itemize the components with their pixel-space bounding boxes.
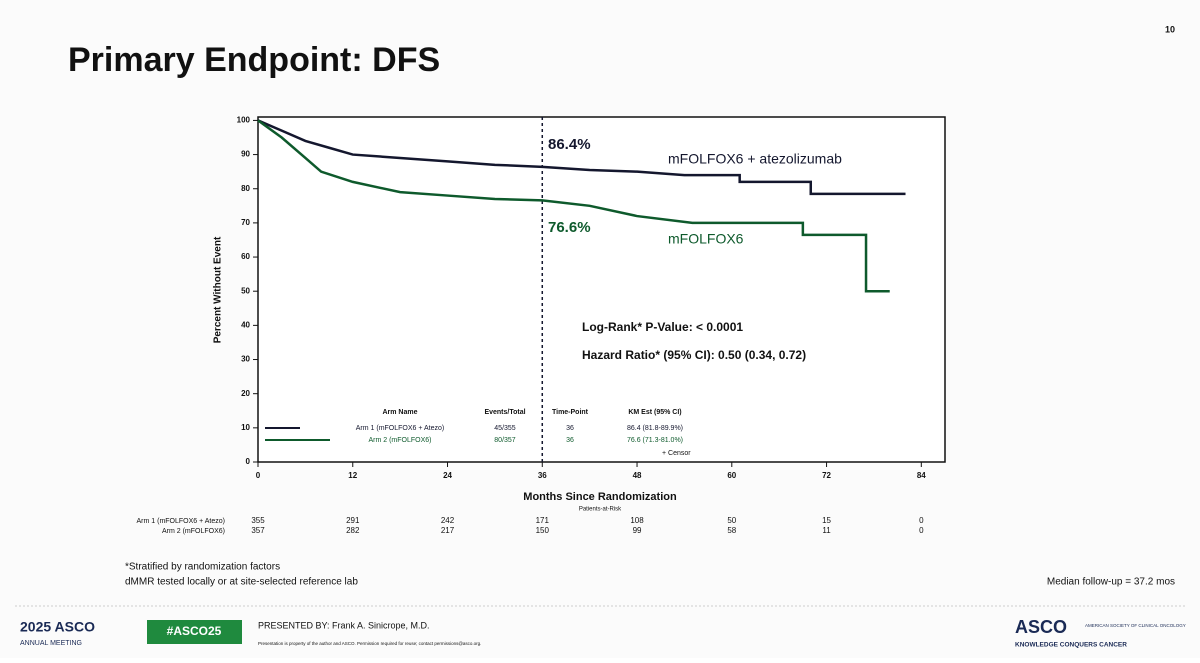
legend-header: KM Est (95% CI) xyxy=(628,409,681,416)
x-tick-label: 12 xyxy=(348,471,357,480)
x-tick-label: 36 xyxy=(538,471,547,480)
risk-row-name: Arm 1 (mFOLFOX6 + Atezo) xyxy=(137,518,226,525)
annotation: 86.4% xyxy=(548,136,591,153)
risk-count: 99 xyxy=(633,526,642,535)
legend-cell: 80/357 xyxy=(494,437,516,444)
risk-count: 217 xyxy=(441,526,455,535)
x-tick-label: 0 xyxy=(256,471,261,480)
risk-count: 108 xyxy=(630,516,644,525)
x-tick-label: 84 xyxy=(917,471,926,480)
tagline: KNOWLEDGE CONQUERS CANCER xyxy=(1015,642,1127,649)
legend-header: Events/Total xyxy=(484,409,525,416)
annotation: mFOLFOX6 + atezolizumab xyxy=(668,151,842,167)
page-number: 10 xyxy=(1165,24,1175,34)
x-axis-label: Months Since Randomization xyxy=(523,491,677,503)
risk-count: 355 xyxy=(251,516,265,525)
footnote: dMMR tested locally or at site-selected … xyxy=(125,577,358,588)
y-tick-label: 50 xyxy=(241,286,250,295)
y-tick-label: 30 xyxy=(241,355,250,364)
legend-cell: 76.6 (71.3-81.0%) xyxy=(627,437,683,444)
legend-header: Time-Point xyxy=(552,409,589,416)
km-curve xyxy=(257,119,890,293)
meeting-year: 2025 ASCO xyxy=(20,619,95,635)
risk-title: Patients-at-Risk xyxy=(579,507,622,513)
legend-name: Arm 1 (mFOLFOX6 + Atezo) xyxy=(356,425,445,432)
meeting-name: ANNUAL MEETING xyxy=(20,640,82,647)
risk-count: 291 xyxy=(346,516,360,525)
notice: Presentation is property of the author a… xyxy=(258,641,481,646)
footnote: *Stratified by randomization factors xyxy=(125,562,280,573)
legend-cell: 36 xyxy=(566,425,574,432)
y-tick-label: 60 xyxy=(241,252,250,261)
risk-count: 171 xyxy=(536,516,550,525)
legend-cell: 86.4 (81.8-89.9%) xyxy=(627,425,683,432)
x-tick-label: 72 xyxy=(822,471,831,480)
annotation: Log-Rank* P-Value: < 0.0001 xyxy=(582,320,743,334)
risk-count: 0 xyxy=(919,516,924,525)
hashtag: #ASCO25 xyxy=(167,624,222,638)
legend-cell: 36 xyxy=(566,437,574,444)
risk-count: 282 xyxy=(346,526,360,535)
y-tick-label: 90 xyxy=(241,150,250,159)
risk-count: 11 xyxy=(822,526,831,535)
censor-note: + Censor xyxy=(662,450,691,457)
legend-header: Arm Name xyxy=(382,409,417,416)
legend-cell: 45/355 xyxy=(494,425,516,432)
y-tick-label: 40 xyxy=(241,320,250,329)
risk-count: 357 xyxy=(251,526,265,535)
risk-count: 150 xyxy=(536,526,550,535)
y-tick-label: 20 xyxy=(241,389,250,398)
y-tick-label: 10 xyxy=(241,423,250,432)
median-follow-up: Median follow-up = 37.2 mos xyxy=(1047,577,1175,588)
hashtag-badge xyxy=(147,620,242,644)
y-tick-label: 80 xyxy=(241,184,250,193)
legend-name: Arm 2 (mFOLFOX6) xyxy=(368,437,431,444)
x-tick-label: 24 xyxy=(443,471,452,480)
x-tick-label: 60 xyxy=(727,471,736,480)
y-tick-label: 100 xyxy=(237,116,251,125)
risk-count: 58 xyxy=(727,526,736,535)
annotation: 76.6% xyxy=(548,219,591,236)
risk-count: 0 xyxy=(919,526,924,535)
km-curve xyxy=(257,119,906,196)
risk-count: 242 xyxy=(441,516,455,525)
x-tick-label: 48 xyxy=(633,471,642,480)
plot-frame xyxy=(257,116,946,463)
risk-count: 50 xyxy=(727,516,736,525)
y-tick-label: 0 xyxy=(246,457,251,466)
annotation: mFOLFOX6 xyxy=(668,231,744,247)
annotation: Hazard Ratio* (95% CI): 0.50 (0.34, 0.72… xyxy=(582,348,806,362)
y-axis-label: Percent Without Event xyxy=(213,236,224,343)
presenter: PRESENTED BY: Frank A. Sinicrope, M.D. xyxy=(258,620,430,630)
logo: ASCO xyxy=(1015,617,1067,637)
slide-title: Primary Endpoint: DFS xyxy=(68,41,440,79)
risk-row-name: Arm 2 (mFOLFOX6) xyxy=(162,528,225,535)
risk-count: 15 xyxy=(822,516,831,525)
y-tick-label: 70 xyxy=(241,218,250,227)
society: AMERICAN SOCIETY OF CLINICAL ONCOLOGY xyxy=(1085,623,1186,628)
